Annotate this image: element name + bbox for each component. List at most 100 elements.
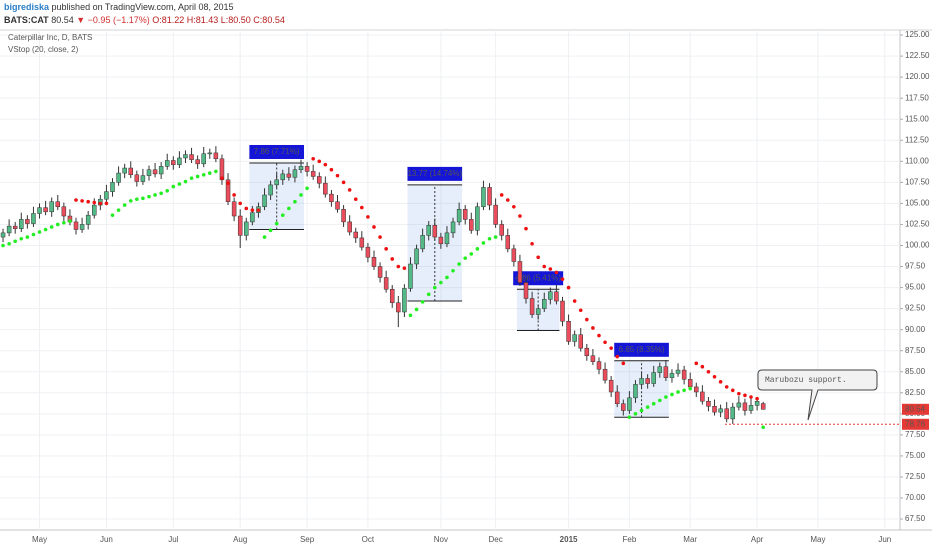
candle-body bbox=[724, 408, 729, 420]
candle-body bbox=[37, 207, 42, 214]
y-tick-label: 77.50 bbox=[905, 430, 926, 439]
y-tick-label: 120.00 bbox=[905, 72, 930, 81]
vstop-dot bbox=[207, 171, 212, 175]
y-tick-label: 82.50 bbox=[905, 388, 926, 397]
vstop-dot bbox=[80, 199, 84, 203]
y-tick-label: 70.00 bbox=[905, 493, 926, 502]
candle-body bbox=[85, 214, 91, 225]
price-label-box bbox=[902, 418, 929, 430]
candle-body bbox=[61, 206, 67, 217]
vstop-dot bbox=[378, 235, 382, 239]
vstop-dot bbox=[183, 179, 188, 184]
vstop-dot bbox=[463, 256, 468, 260]
candle-body bbox=[73, 221, 79, 230]
y-tick-label: 100.00 bbox=[905, 241, 930, 250]
y-tick-label: 72.50 bbox=[905, 472, 926, 481]
vstop-dot bbox=[62, 220, 66, 225]
vstop-dot bbox=[560, 277, 565, 281]
vstop-dot bbox=[512, 204, 516, 209]
candle-body bbox=[371, 257, 377, 267]
vstop-dot bbox=[408, 313, 413, 318]
candle-body bbox=[298, 166, 304, 170]
candle-body bbox=[535, 308, 541, 315]
vstop-dot bbox=[578, 308, 583, 313]
candle-body bbox=[438, 236, 444, 245]
candle-body bbox=[19, 219, 24, 229]
candle-body bbox=[687, 379, 693, 388]
candle-body bbox=[377, 266, 383, 278]
vstop-dot bbox=[737, 391, 741, 396]
candle-body bbox=[426, 225, 431, 236]
candle-body bbox=[122, 167, 127, 174]
vstop-dot bbox=[420, 300, 425, 304]
vstop-dot bbox=[201, 172, 206, 177]
candle-body bbox=[754, 401, 760, 406]
vstop-dot bbox=[341, 180, 346, 185]
candle-body bbox=[578, 334, 583, 349]
candle-body bbox=[262, 194, 267, 208]
candle-body bbox=[110, 182, 115, 192]
vstop-dot bbox=[432, 285, 437, 290]
vstop-dot bbox=[214, 169, 218, 174]
y-tick-label: 112.50 bbox=[905, 135, 929, 144]
vstop-dot bbox=[177, 182, 182, 186]
candle-body bbox=[548, 291, 553, 300]
vstop-dot bbox=[323, 162, 328, 167]
vstop-dot bbox=[572, 299, 577, 303]
candle-body bbox=[79, 224, 85, 230]
candle-body bbox=[164, 160, 170, 167]
candle-body bbox=[6, 225, 12, 234]
candle-body bbox=[335, 201, 340, 210]
candle-body bbox=[444, 232, 450, 245]
candle-body bbox=[292, 169, 298, 178]
candle-body bbox=[0, 232, 6, 238]
candle-body bbox=[621, 403, 626, 411]
vstop-dot bbox=[92, 200, 97, 205]
price-label-box bbox=[902, 403, 929, 415]
vstop-dot bbox=[104, 201, 109, 206]
vstop-dot bbox=[445, 275, 449, 280]
vstop-dot bbox=[347, 188, 352, 192]
candle-body bbox=[280, 173, 286, 181]
y-tick-label: 105.00 bbox=[905, 199, 930, 208]
vstop-dot bbox=[493, 235, 498, 239]
chart-title: Caterpillar Inc, D, BATS bbox=[8, 33, 92, 42]
x-tick-label: 2015 bbox=[560, 535, 578, 544]
candle-body bbox=[608, 379, 614, 393]
vstop-dot bbox=[244, 206, 249, 211]
vstop-dot bbox=[554, 270, 559, 275]
candle-body bbox=[389, 289, 395, 303]
vstop-dot bbox=[384, 247, 388, 251]
vstop-dot bbox=[372, 225, 376, 229]
candle-body bbox=[12, 225, 18, 229]
vstop-dot bbox=[360, 205, 364, 210]
vstop-dot bbox=[299, 193, 303, 197]
candle-body bbox=[760, 403, 766, 410]
vstop-dot bbox=[305, 186, 309, 191]
vstop-dot bbox=[499, 193, 504, 197]
candle-body bbox=[614, 391, 620, 404]
y-tick-label: 110.00 bbox=[905, 156, 929, 165]
vstop-dot bbox=[627, 415, 632, 420]
vstop-dot bbox=[317, 159, 322, 164]
vstop-dot bbox=[548, 267, 553, 271]
vstop-dot bbox=[232, 193, 236, 197]
candle-body bbox=[523, 282, 529, 299]
vstop-dot bbox=[518, 214, 522, 218]
vstop-dot bbox=[141, 196, 145, 201]
author[interactable]: bigrediska bbox=[4, 2, 50, 12]
candle-body bbox=[250, 212, 255, 223]
measure-label: 13.77 (14.74%) bbox=[407, 169, 462, 178]
header-line: bigrediska published on TradingView.com,… bbox=[4, 2, 234, 12]
candle-body bbox=[365, 246, 371, 258]
vstop-dot bbox=[542, 264, 547, 269]
indicator-label: VStop (20, close, 2) bbox=[8, 45, 79, 54]
candle-body bbox=[304, 166, 310, 172]
vstop-dot bbox=[353, 197, 358, 201]
vstop-dot bbox=[268, 228, 273, 233]
vstop-dot bbox=[98, 201, 103, 206]
candle-body bbox=[505, 235, 511, 250]
vstop-dot bbox=[670, 392, 674, 397]
candle-body bbox=[469, 219, 474, 231]
